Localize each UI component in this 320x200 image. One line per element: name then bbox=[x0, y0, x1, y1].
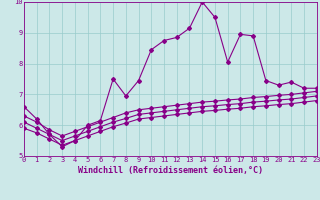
X-axis label: Windchill (Refroidissement éolien,°C): Windchill (Refroidissement éolien,°C) bbox=[78, 166, 263, 175]
